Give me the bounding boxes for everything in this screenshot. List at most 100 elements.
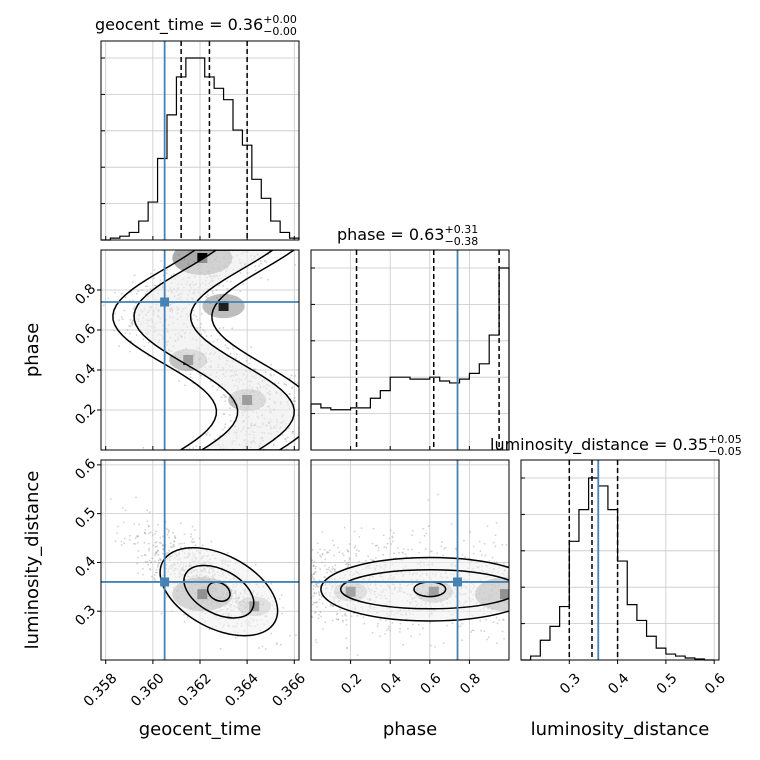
scatter-point bbox=[151, 575, 153, 578]
x-tick-label-geocent-time: 0.362 bbox=[175, 670, 215, 710]
scatter-point bbox=[494, 545, 497, 548]
scatter-point bbox=[311, 573, 313, 576]
scatter-point bbox=[304, 400, 306, 402]
scatter-point bbox=[423, 534, 426, 537]
scatter-point bbox=[344, 613, 346, 616]
scatter-point bbox=[321, 602, 324, 605]
scatter-point bbox=[326, 552, 329, 554]
scatter-point bbox=[321, 628, 324, 630]
scatter-point bbox=[222, 326, 225, 329]
title-upper-error: +0.31 bbox=[444, 223, 478, 236]
scatter-point bbox=[154, 551, 157, 554]
scatter-point bbox=[223, 413, 226, 416]
scatter-point bbox=[146, 509, 149, 512]
scatter-point bbox=[131, 323, 134, 326]
scatter-point bbox=[386, 542, 389, 545]
scatter-point bbox=[363, 622, 366, 625]
scatter-point bbox=[454, 547, 457, 550]
scatter-point bbox=[333, 544, 335, 547]
scatter-point bbox=[320, 561, 323, 564]
scatter-point bbox=[495, 561, 498, 564]
scatter-point bbox=[440, 545, 443, 548]
scatter-point bbox=[388, 537, 391, 540]
scatter-point bbox=[155, 571, 158, 574]
scatter-point bbox=[135, 334, 138, 336]
scatter-point bbox=[320, 596, 323, 598]
scatter-point bbox=[147, 549, 150, 552]
scatter-point bbox=[383, 546, 386, 549]
scatter-point bbox=[149, 568, 152, 571]
scatter-point bbox=[318, 613, 320, 616]
scatter-point bbox=[147, 563, 150, 566]
scatter-point bbox=[287, 436, 289, 439]
scatter-point bbox=[379, 618, 382, 621]
scatter-point bbox=[356, 654, 359, 656]
scatter-point bbox=[229, 352, 232, 355]
scatter-point bbox=[120, 540, 123, 543]
scatter-point bbox=[471, 629, 474, 631]
scatter-point bbox=[229, 407, 231, 410]
scatter-point bbox=[364, 559, 367, 562]
y-tick-label-luminosity-distance: 0.4 bbox=[72, 553, 99, 580]
scatter-point bbox=[216, 389, 219, 391]
scatter-point bbox=[129, 319, 132, 321]
scatter-point bbox=[146, 285, 149, 288]
scatter-point bbox=[245, 359, 248, 362]
scatter-point bbox=[258, 264, 260, 267]
scatter-point bbox=[209, 434, 211, 436]
scatter-point bbox=[411, 548, 413, 551]
scatter-point bbox=[190, 540, 193, 543]
scatter-point bbox=[348, 558, 351, 561]
scatter-point bbox=[314, 583, 317, 585]
scatter-point bbox=[165, 553, 168, 556]
scatter-point bbox=[306, 415, 308, 417]
scatter-point bbox=[218, 284, 221, 286]
hist-panel-phase-frame bbox=[310, 249, 510, 451]
scatter-point bbox=[137, 550, 140, 552]
y-tick-label-luminosity-distance: 0.6 bbox=[72, 456, 99, 483]
scatter-point bbox=[318, 591, 320, 594]
scatter-point bbox=[155, 552, 158, 555]
scatter-point bbox=[387, 627, 390, 630]
scatter-point bbox=[195, 445, 198, 447]
scatter-point bbox=[152, 544, 155, 547]
scatter-point bbox=[312, 603, 314, 606]
scatter-point bbox=[136, 562, 139, 565]
scatter-point bbox=[324, 621, 327, 624]
scatter-point bbox=[134, 537, 137, 540]
scatter-point bbox=[313, 592, 316, 595]
scatter-point bbox=[166, 533, 169, 536]
scatter-point bbox=[116, 525, 119, 528]
scatter-point bbox=[276, 642, 278, 644]
scatter-point bbox=[162, 544, 164, 546]
scatter-point bbox=[146, 560, 149, 563]
x-tick-label-luminosity-distance: 0.6 bbox=[702, 670, 729, 697]
scatter-point bbox=[300, 449, 302, 451]
scatter-point bbox=[317, 617, 320, 619]
scatter-point bbox=[173, 273, 175, 275]
scatter-point bbox=[311, 616, 314, 618]
scatter-point bbox=[142, 568, 144, 570]
scatter-point bbox=[296, 382, 299, 384]
truth-marker bbox=[160, 577, 170, 587]
scatter-point bbox=[221, 428, 224, 431]
scatter-point bbox=[114, 291, 116, 294]
scatter-point bbox=[159, 559, 162, 562]
scatter-point bbox=[229, 420, 232, 422]
scatter-point bbox=[260, 277, 263, 279]
scatter-point bbox=[323, 548, 326, 551]
scatter-point bbox=[120, 293, 123, 295]
scatter-point bbox=[183, 533, 186, 536]
scatter-point bbox=[288, 635, 291, 637]
scatter-point bbox=[292, 400, 295, 402]
scatter-point bbox=[205, 433, 207, 435]
scatter-point bbox=[156, 550, 159, 553]
scatter-point bbox=[193, 541, 196, 543]
scatter-point bbox=[150, 561, 152, 564]
scatter-point bbox=[147, 525, 150, 528]
scatter-point bbox=[282, 607, 285, 609]
scatter-point bbox=[505, 544, 508, 546]
scatter-point bbox=[498, 619, 501, 621]
scatter-point bbox=[331, 565, 334, 568]
scatter-point bbox=[333, 570, 336, 573]
